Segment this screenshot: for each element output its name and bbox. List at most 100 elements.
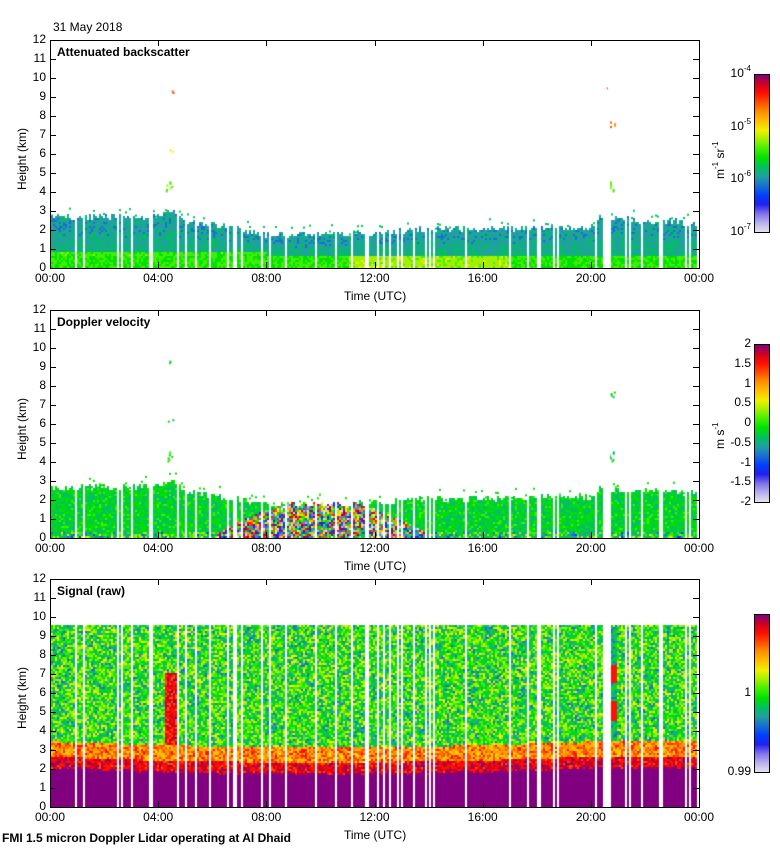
y-tick-mark	[50, 310, 56, 311]
y-tick-label: 3	[39, 473, 46, 487]
y-tick-label: 6	[39, 416, 46, 430]
colorbar-tick-label: 0.99	[727, 764, 751, 778]
y-tick-mark	[693, 579, 699, 580]
y-tick-label: 1	[39, 241, 46, 255]
y-tick-label: 5	[39, 704, 46, 718]
y-tick-label: 0	[39, 530, 46, 544]
y-tick-label: 11	[33, 321, 46, 335]
y-tick-mark	[693, 135, 699, 136]
x-tick-label: 20:00	[575, 541, 606, 555]
y-tick-label: 12	[32, 302, 46, 316]
y-tick-label: 12	[32, 571, 46, 585]
y-tick-mark	[693, 405, 699, 406]
x-tick-mark	[482, 40, 484, 46]
x-tick-mark	[590, 40, 592, 46]
y-tick-mark	[693, 538, 699, 539]
y-tick-mark	[693, 386, 699, 387]
colorbar-tick-label: -0.5	[730, 434, 751, 449]
x-tick-mark	[50, 310, 51, 316]
y-tick-mark	[50, 329, 56, 330]
x-tick-mark	[374, 801, 376, 807]
x-tick-mark	[266, 801, 268, 807]
y-tick-mark	[50, 249, 56, 250]
x-tick-label: 08:00	[251, 271, 282, 285]
x-tick-label: 12:00	[359, 271, 390, 285]
y-tick-mark	[693, 40, 699, 41]
x-tick-mark	[374, 40, 376, 46]
y-tick-mark	[50, 59, 56, 60]
y-tick-label: 5	[39, 435, 46, 449]
colorbar-tick-label: 10-4	[730, 64, 751, 81]
heatmap-velocity	[51, 311, 699, 538]
x-axis-label: Time (UTC)	[344, 289, 407, 303]
x-tick-mark	[50, 262, 51, 268]
x-tick-mark	[374, 579, 376, 585]
x-tick-label: 20:00	[575, 810, 606, 824]
y-tick-mark	[50, 154, 56, 155]
y-tick-label: 8	[39, 378, 46, 392]
y-tick-mark	[693, 367, 699, 368]
colorbar-tick-label: 10-5	[730, 116, 751, 133]
y-tick-label: 0	[39, 799, 46, 813]
x-tick-label: 00:00	[683, 271, 715, 285]
y-tick-mark	[693, 481, 699, 482]
y-tick-label: 7	[39, 666, 46, 680]
y-tick-mark	[50, 135, 56, 136]
x-tick-mark	[590, 532, 592, 538]
y-tick-mark	[693, 424, 699, 425]
x-tick-mark	[50, 801, 51, 807]
panel-title: Attenuated backscatter	[57, 45, 190, 59]
x-tick-mark	[590, 801, 592, 807]
y-tick-mark	[50, 519, 56, 520]
x-tick-mark	[699, 579, 700, 585]
colorbar-unit-label: m-1 sr-1	[711, 141, 727, 179]
x-tick-mark	[482, 579, 484, 585]
y-tick-mark	[693, 268, 699, 269]
x-tick-mark	[266, 40, 268, 46]
y-tick-mark	[50, 97, 56, 98]
heatmap-signal	[51, 580, 699, 807]
y-tick-mark	[50, 424, 56, 425]
y-tick-mark	[693, 636, 699, 637]
colorbar-tick-label: 0.5	[734, 395, 751, 410]
y-tick-mark	[50, 636, 56, 637]
y-tick-label: 12	[32, 32, 46, 46]
x-tick-mark	[590, 262, 592, 268]
y-tick-mark	[693, 59, 699, 60]
plot-area-backscatter: Attenuated backscatter	[50, 40, 700, 269]
x-axis-label: Time (UTC)	[344, 828, 407, 842]
y-tick-mark	[693, 154, 699, 155]
x-tick-mark	[158, 40, 160, 46]
y-tick-label: 0	[39, 260, 46, 274]
x-tick-label: 00:00	[683, 541, 715, 555]
y-tick-mark	[50, 173, 56, 174]
colorbar-tick-label: 1	[744, 375, 751, 390]
y-tick-mark	[693, 617, 699, 618]
y-tick-mark	[693, 249, 699, 250]
colorbar-tick-label: 10-6	[730, 169, 751, 186]
x-tick-mark	[50, 579, 51, 585]
y-tick-mark	[693, 712, 699, 713]
y-tick-label: 9	[39, 628, 46, 642]
colorbar-tick-label: 1	[744, 685, 751, 699]
y-tick-label: 4	[39, 184, 46, 198]
y-tick-label: 6	[39, 685, 46, 699]
heatmap-backscatter	[51, 41, 699, 268]
colorbar-velocity	[754, 344, 770, 503]
y-tick-mark	[50, 538, 56, 539]
x-tick-mark	[158, 801, 160, 807]
x-tick-label: 04:00	[143, 810, 174, 824]
y-tick-mark	[50, 40, 56, 41]
y-tick-mark	[693, 674, 699, 675]
y-tick-mark	[50, 78, 56, 79]
panel-title: Signal (raw)	[57, 584, 126, 598]
plot-area-signal: Signal (raw)	[50, 579, 700, 808]
y-tick-mark	[693, 750, 699, 751]
y-tick-label: 8	[39, 647, 46, 661]
y-tick-label: 10	[32, 340, 46, 354]
y-tick-label: 3	[39, 742, 46, 756]
x-tick-mark	[266, 579, 268, 585]
y-tick-label: 1	[39, 780, 46, 794]
x-tick-label: 08:00	[251, 810, 282, 824]
y-tick-mark	[50, 712, 56, 713]
